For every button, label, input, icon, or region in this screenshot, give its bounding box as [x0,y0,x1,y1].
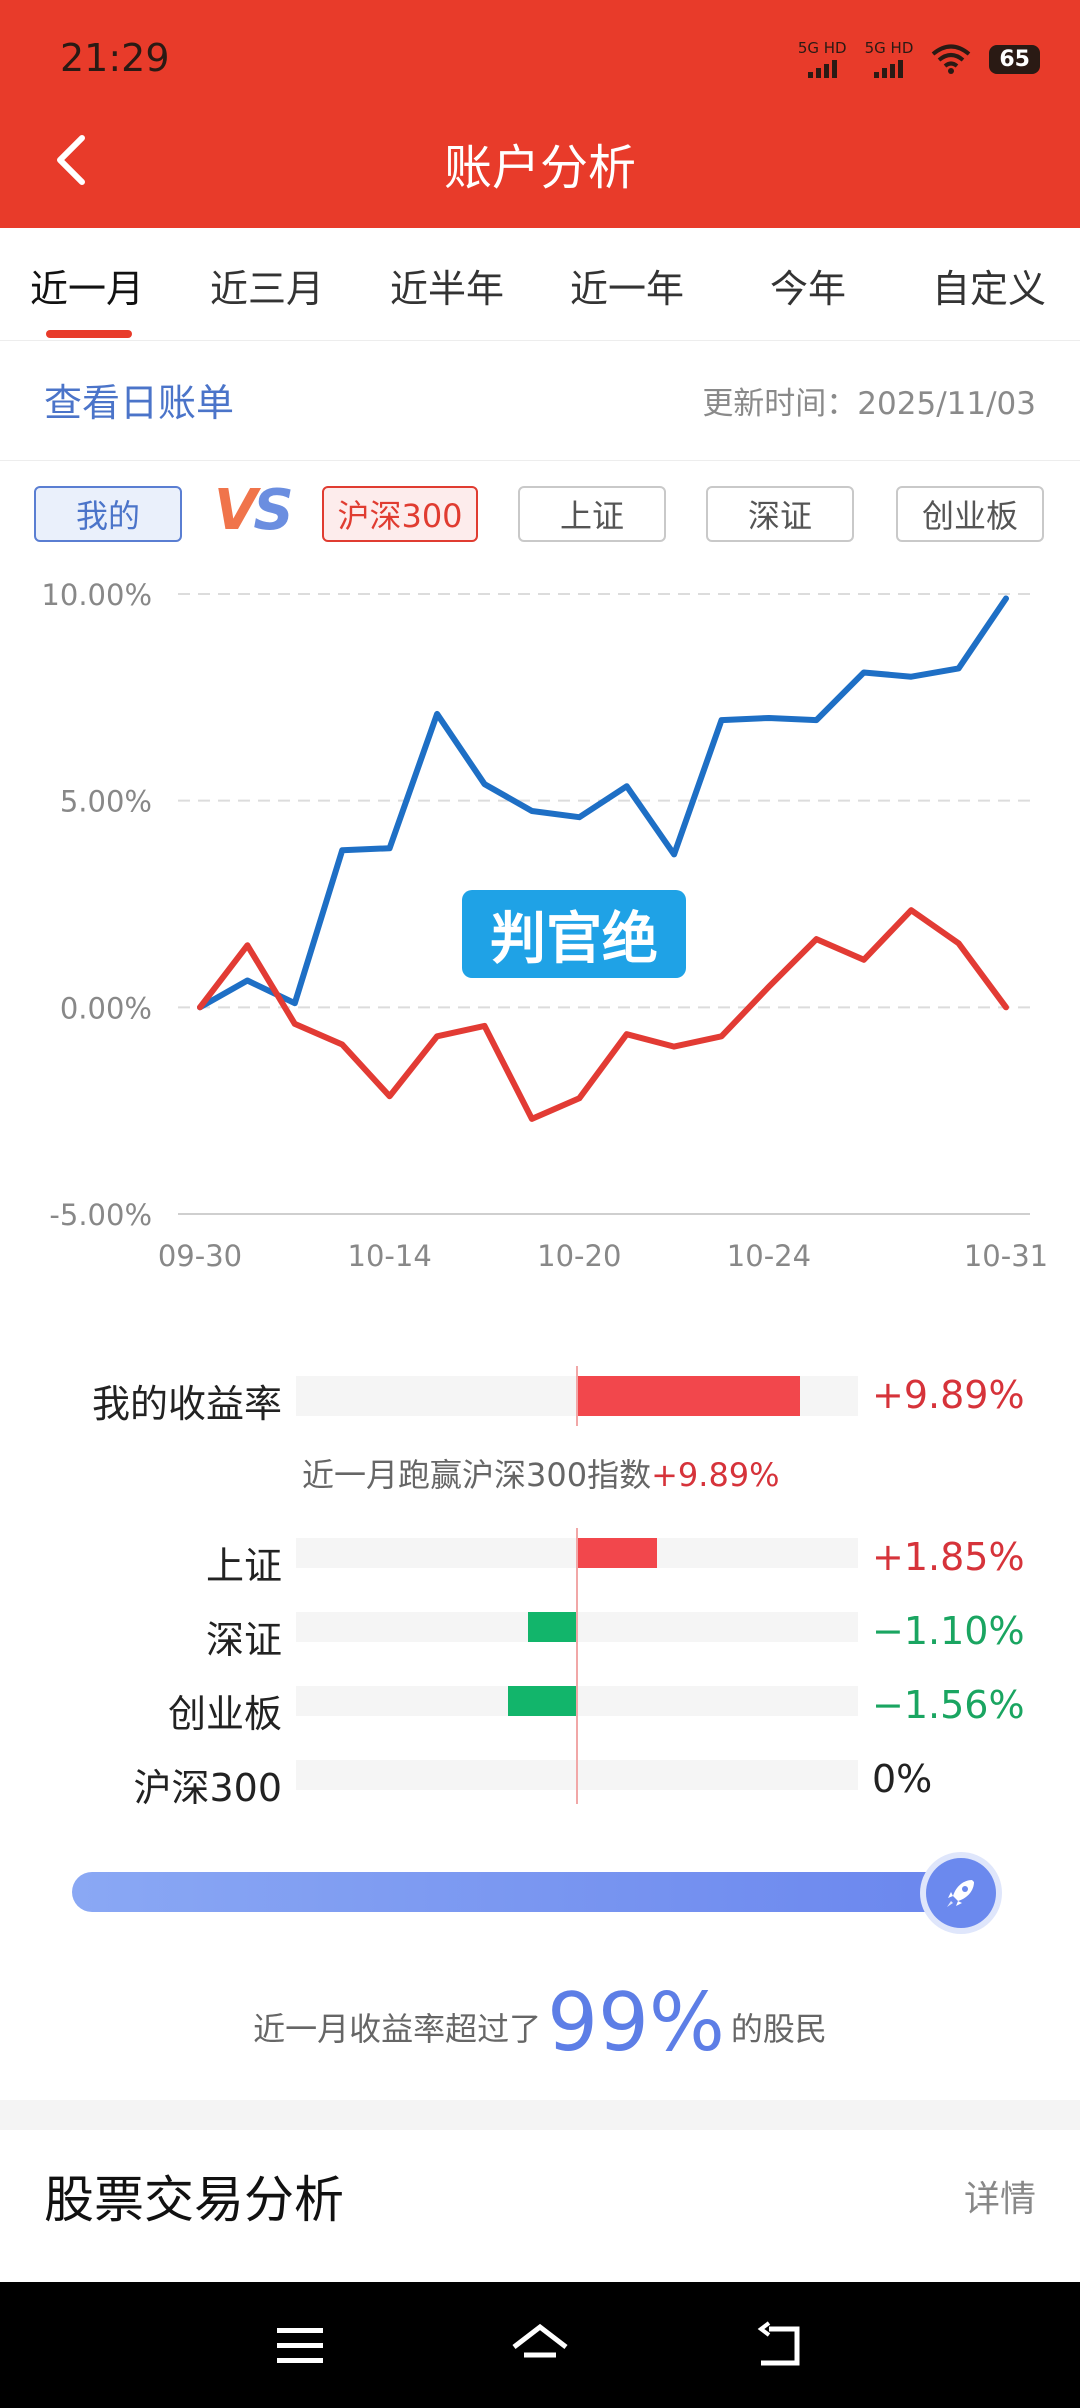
status-time: 21:29 [60,36,170,80]
page-title: 账户分析 [443,140,636,196]
index-value-shanghai: +1.85% [872,1535,1025,1579]
series-line-1 [197,907,1009,1122]
signal-icon: 5G HD [798,40,847,78]
index-label-chinext: 创业板 [167,1692,282,1736]
my-return-track [296,1376,858,1416]
x-tick-label: 10-14 [348,1239,432,1273]
section-divider [0,2100,1080,2130]
index-value-shenzhen: −1.10% [872,1609,1025,1653]
chip-mine[interactable]: 我的 [34,486,182,542]
menu-icon[interactable] [260,2306,340,2386]
chip-chinext[interactable]: 创业板 [896,486,1044,542]
tab-3-months[interactable]: 近三月 [210,267,325,311]
update-time: 更新时间：2025/11/03 [702,386,1036,422]
y-tick-label: 5.00% [60,785,152,819]
home-icon[interactable] [500,2306,580,2386]
vs-badge: VS [214,478,294,543]
system-nav-bar [0,2282,1080,2408]
x-tick-label: 10-31 [964,1239,1048,1273]
tab-custom[interactable]: 自定义 [932,267,1047,311]
tab-half-year[interactable]: 近半年 [390,267,505,311]
zero-line [576,1366,578,1426]
x-tick-label: 10-20 [537,1239,621,1273]
chip-shenzhen[interactable]: 深证 [706,486,854,542]
info-bar: 查看日账单 更新时间：2025/11/03 [0,340,1080,461]
x-tick-label: 10-24 [727,1239,811,1273]
status-icons: 5G HD 5G HD 65 [798,40,1040,78]
series-line-0 [197,595,1009,1011]
view-daily-bill-link[interactable]: 查看日账单 [44,381,235,425]
rocket-icon [926,1858,996,1928]
index-bar-chinext [507,1686,576,1716]
tab-1-year[interactable]: 近一年 [570,267,685,311]
details-link[interactable]: 详情 [963,2179,1036,2220]
app-header: 21:29 5G HD 5G HD 65 账户分析 [0,0,1080,228]
back-icon[interactable] [740,2306,820,2386]
back-arrow-icon[interactable] [48,130,96,190]
index-bar-shanghai [576,1538,657,1568]
y-tick-label: -5.00% [49,1198,152,1232]
my-return-value: +9.89% [872,1373,1025,1417]
return-line-chart: 10.00% 5.00% 0.00% -5.00%09-30 10-14 10-20 10-… [41,578,1048,1273]
chip-hs300[interactable]: 沪深300 [322,486,478,542]
percentile-text: 近一月收益率超过了99% 的股民 [253,1976,827,2069]
my-return-label: 我的收益率 [91,1382,282,1426]
index-label-shenzhen: 深证 [205,1618,282,1662]
percentile-value: 99% [547,1976,725,2069]
x-tick-label: 09-30 [158,1239,242,1273]
chip-shanghai[interactable]: 上证 [518,486,666,542]
index-value-hs300: 0% [872,1757,933,1801]
watermark-badge: 判官绝 [462,890,686,978]
index-label-hs300: 沪深300 [133,1766,282,1810]
wifi-icon [932,44,971,74]
y-tick-label: 10.00% [41,578,152,612]
tab-1-month[interactable]: 近一月 [30,267,145,311]
my-return-bar [576,1376,801,1416]
index-label-shanghai: 上证 [205,1544,282,1588]
section-title: 股票交易分析 [44,2171,344,2229]
period-tabs: 近一月 近三月 近半年 近一年 今年 自定义 [0,228,1080,341]
index-bar-shenzhen [527,1612,576,1642]
tab-this-year[interactable]: 今年 [770,267,847,311]
zero-line-indices [576,1528,578,1804]
y-tick-label: 0.00% [60,991,152,1025]
percentile-progress-bar [72,1872,972,1912]
signal-icon-2: 5G HD [865,40,913,78]
active-tab-indicator [46,330,132,338]
beat-index-text: 近一月跑赢沪深300指数+9.89% [302,1456,780,1494]
battery-indicator: 65 [989,44,1040,74]
index-value-chinext: −1.56% [872,1683,1025,1727]
